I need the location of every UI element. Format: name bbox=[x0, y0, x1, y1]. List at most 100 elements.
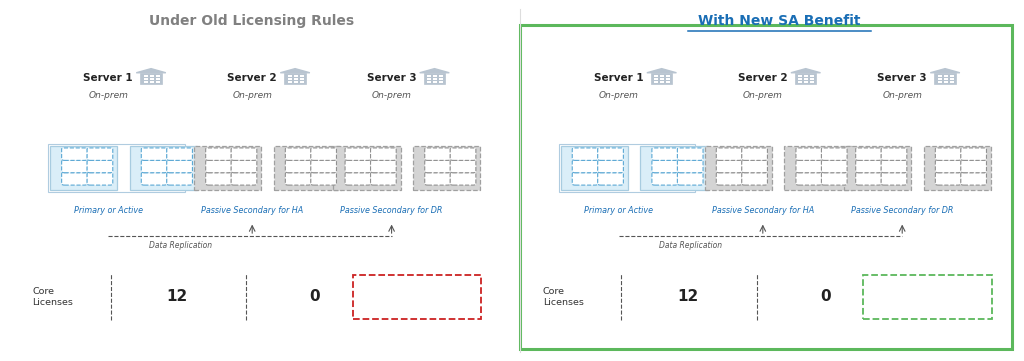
FancyBboxPatch shape bbox=[821, 173, 847, 185]
FancyBboxPatch shape bbox=[677, 160, 703, 173]
FancyBboxPatch shape bbox=[141, 160, 167, 173]
FancyBboxPatch shape bbox=[61, 160, 87, 173]
FancyBboxPatch shape bbox=[50, 146, 118, 190]
FancyBboxPatch shape bbox=[572, 173, 598, 185]
FancyBboxPatch shape bbox=[285, 73, 306, 84]
FancyBboxPatch shape bbox=[660, 75, 665, 77]
FancyBboxPatch shape bbox=[856, 148, 882, 160]
FancyBboxPatch shape bbox=[194, 146, 261, 190]
Text: Server 1: Server 1 bbox=[594, 73, 643, 83]
FancyBboxPatch shape bbox=[949, 75, 953, 77]
FancyBboxPatch shape bbox=[716, 160, 742, 173]
Text: 12: 12 bbox=[406, 288, 429, 306]
FancyBboxPatch shape bbox=[206, 160, 231, 173]
FancyBboxPatch shape bbox=[288, 78, 292, 80]
FancyBboxPatch shape bbox=[206, 148, 231, 160]
FancyBboxPatch shape bbox=[560, 146, 628, 190]
FancyBboxPatch shape bbox=[660, 81, 665, 83]
FancyBboxPatch shape bbox=[231, 173, 257, 185]
FancyBboxPatch shape bbox=[425, 148, 451, 160]
FancyBboxPatch shape bbox=[821, 160, 847, 173]
FancyBboxPatch shape bbox=[935, 148, 961, 160]
FancyBboxPatch shape bbox=[881, 173, 907, 185]
Text: On-prem: On-prem bbox=[883, 91, 923, 100]
FancyBboxPatch shape bbox=[741, 173, 767, 185]
FancyBboxPatch shape bbox=[598, 173, 624, 185]
FancyBboxPatch shape bbox=[667, 81, 671, 83]
Text: Passive Secondary for DR: Passive Secondary for DR bbox=[340, 206, 442, 216]
FancyBboxPatch shape bbox=[796, 148, 821, 160]
Text: On-prem: On-prem bbox=[742, 91, 782, 100]
FancyBboxPatch shape bbox=[167, 173, 193, 185]
FancyBboxPatch shape bbox=[598, 148, 624, 160]
FancyBboxPatch shape bbox=[938, 81, 942, 83]
FancyBboxPatch shape bbox=[651, 73, 673, 84]
FancyBboxPatch shape bbox=[206, 173, 231, 185]
FancyBboxPatch shape bbox=[660, 78, 665, 80]
FancyBboxPatch shape bbox=[140, 73, 162, 84]
FancyBboxPatch shape bbox=[427, 81, 431, 83]
FancyBboxPatch shape bbox=[451, 173, 476, 185]
FancyBboxPatch shape bbox=[804, 81, 808, 83]
Text: Server 2: Server 2 bbox=[227, 73, 278, 83]
FancyBboxPatch shape bbox=[961, 173, 986, 185]
FancyBboxPatch shape bbox=[439, 78, 443, 80]
FancyBboxPatch shape bbox=[784, 146, 852, 190]
FancyBboxPatch shape bbox=[61, 173, 87, 185]
FancyBboxPatch shape bbox=[667, 78, 671, 80]
FancyBboxPatch shape bbox=[286, 160, 311, 173]
FancyBboxPatch shape bbox=[795, 73, 816, 84]
FancyBboxPatch shape bbox=[425, 173, 451, 185]
FancyBboxPatch shape bbox=[654, 81, 658, 83]
FancyBboxPatch shape bbox=[345, 173, 371, 185]
FancyBboxPatch shape bbox=[741, 160, 767, 173]
FancyBboxPatch shape bbox=[286, 148, 311, 160]
FancyBboxPatch shape bbox=[143, 75, 147, 77]
Text: On-prem: On-prem bbox=[232, 91, 272, 100]
Text: Server 3: Server 3 bbox=[367, 73, 417, 83]
FancyBboxPatch shape bbox=[231, 148, 257, 160]
Polygon shape bbox=[930, 69, 959, 73]
FancyBboxPatch shape bbox=[439, 81, 443, 83]
Text: Data Replication: Data Replication bbox=[148, 242, 212, 251]
Text: Server 2: Server 2 bbox=[738, 73, 787, 83]
FancyBboxPatch shape bbox=[652, 148, 678, 160]
FancyBboxPatch shape bbox=[231, 160, 257, 173]
FancyBboxPatch shape bbox=[141, 148, 167, 160]
FancyBboxPatch shape bbox=[943, 75, 947, 77]
Text: On-prem: On-prem bbox=[599, 91, 639, 100]
FancyBboxPatch shape bbox=[425, 160, 451, 173]
FancyBboxPatch shape bbox=[294, 75, 298, 77]
FancyBboxPatch shape bbox=[439, 75, 443, 77]
FancyBboxPatch shape bbox=[938, 78, 942, 80]
FancyBboxPatch shape bbox=[413, 146, 480, 190]
Text: 12: 12 bbox=[677, 290, 698, 304]
FancyBboxPatch shape bbox=[804, 75, 808, 77]
Text: On-prem: On-prem bbox=[372, 91, 412, 100]
FancyBboxPatch shape bbox=[881, 160, 907, 173]
FancyBboxPatch shape bbox=[654, 75, 658, 77]
FancyBboxPatch shape bbox=[652, 160, 678, 173]
FancyBboxPatch shape bbox=[345, 148, 371, 160]
FancyBboxPatch shape bbox=[677, 148, 703, 160]
FancyBboxPatch shape bbox=[87, 173, 113, 185]
FancyBboxPatch shape bbox=[156, 78, 160, 80]
FancyBboxPatch shape bbox=[150, 81, 154, 83]
FancyBboxPatch shape bbox=[286, 173, 311, 185]
FancyBboxPatch shape bbox=[311, 148, 337, 160]
FancyBboxPatch shape bbox=[667, 75, 671, 77]
Text: Passive Secondary for HA: Passive Secondary for HA bbox=[201, 206, 303, 216]
FancyBboxPatch shape bbox=[352, 275, 481, 319]
Text: Core
Licenses: Core Licenses bbox=[543, 287, 584, 306]
FancyBboxPatch shape bbox=[881, 148, 907, 160]
FancyBboxPatch shape bbox=[810, 78, 814, 80]
FancyBboxPatch shape bbox=[371, 148, 396, 160]
FancyBboxPatch shape bbox=[863, 275, 992, 319]
FancyBboxPatch shape bbox=[150, 75, 154, 77]
FancyBboxPatch shape bbox=[935, 160, 961, 173]
FancyBboxPatch shape bbox=[804, 78, 808, 80]
FancyBboxPatch shape bbox=[705, 146, 772, 190]
FancyBboxPatch shape bbox=[300, 81, 304, 83]
FancyBboxPatch shape bbox=[520, 25, 1013, 349]
FancyBboxPatch shape bbox=[345, 160, 371, 173]
